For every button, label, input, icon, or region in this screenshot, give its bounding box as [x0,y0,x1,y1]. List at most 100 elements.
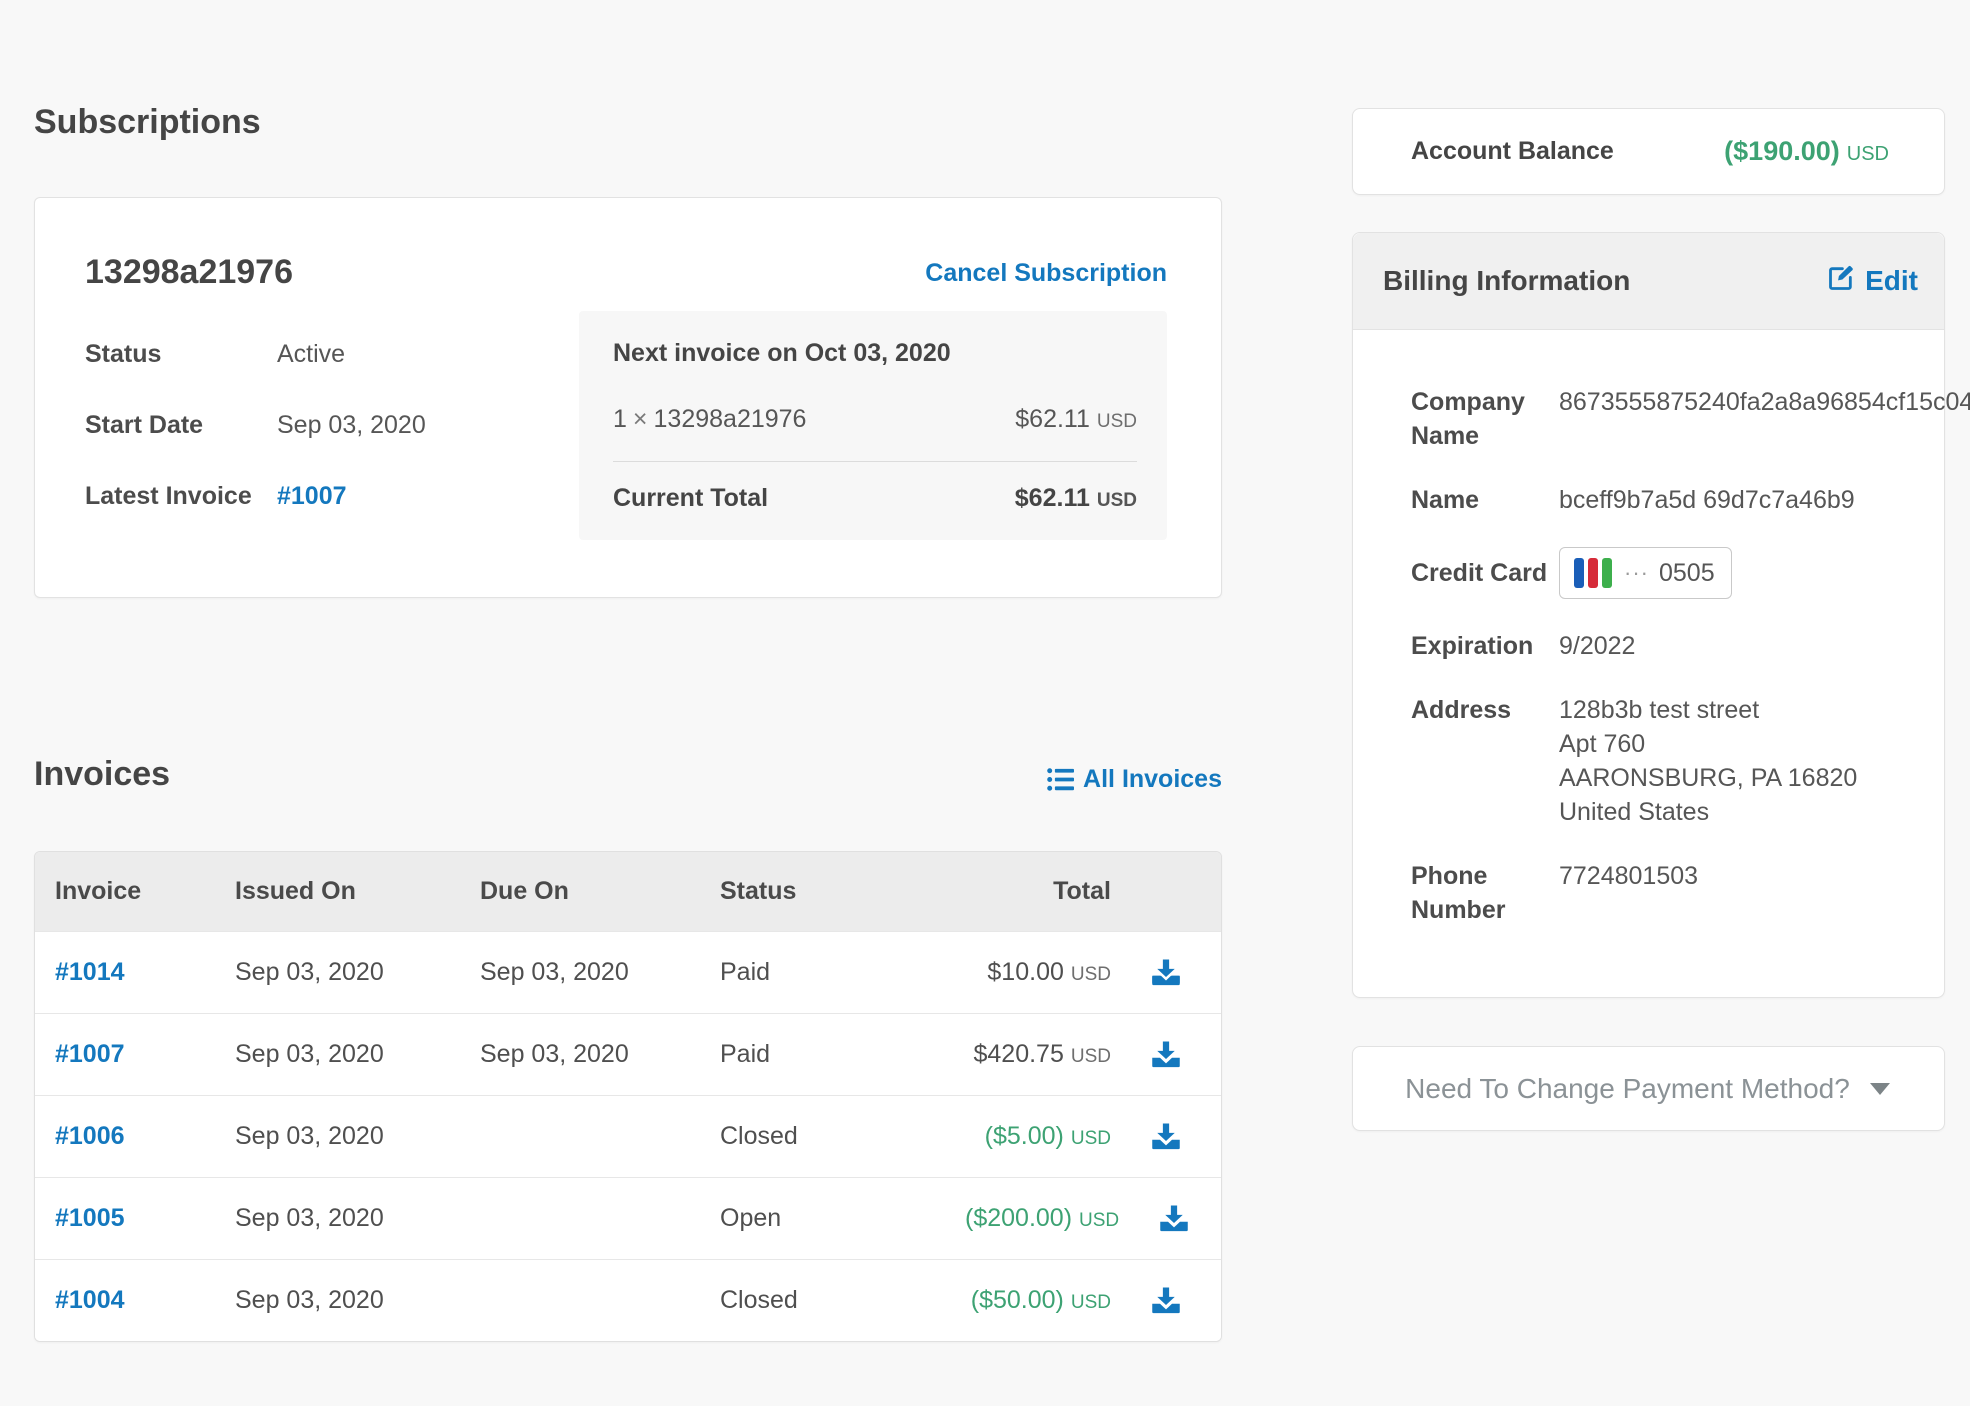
billing-information-title: Billing Information [1383,265,1631,296]
latest-invoice-link[interactable]: #1007 [277,482,347,511]
invoices-heading-row: Invoices All Invoices [34,755,1222,794]
invoice-link[interactable]: #1004 [55,1285,125,1314]
status-cell: Paid [720,957,771,986]
billing-information-body: Company Name 8673555875240fa2a8a96854cf1… [1353,330,1970,997]
list-icon [1047,767,1075,792]
total-amount: $420.75 [973,1039,1064,1068]
card-last4: 0505 [1658,559,1715,587]
total-amount: ($50.00) [970,1285,1064,1314]
col-header-invoice: Invoice [55,876,142,905]
table-row: #1007 Sep 03, 2020 Sep 03, 2020 Paid $42… [35,1012,1221,1095]
address-line-3: AARONSBURG, PA 16820 [1559,764,1858,792]
line-item-amount-value: $62.11 [1015,405,1090,434]
download-invoice-button[interactable] [1147,1118,1185,1154]
invoices-table: Invoice Issued On Due On Status Total #1… [34,850,1222,1342]
col-header-due-on: Due On [480,876,569,905]
invoice-link[interactable]: #1007 [55,1039,125,1068]
credit-card-row: Credit Card ··· 0505 [1411,547,1944,599]
line-item-amount: $62.11 USD [1015,405,1137,434]
line-item-currency: USD [1096,411,1137,433]
subscription-details: Status Active Start Date Sep 03, 2020 La… [85,340,565,511]
cancel-subscription-link[interactable]: Cancel Subscription [925,259,1167,288]
current-total-currency: USD [1096,490,1137,512]
line-item-name: 1 × 13298a21976 [613,405,806,434]
credit-card-label: Credit Card [1411,559,1548,587]
subscriptions-heading: Subscriptions [34,103,261,141]
total-currency: USD [1079,1209,1120,1231]
expiration-row: Expiration 9/2022 [1411,629,1944,663]
edit-billing-link[interactable]: Edit [1827,264,1918,299]
table-row: #1014 Sep 03, 2020 Sep 03, 2020 Paid $10… [35,930,1221,1013]
change-payment-method-label: Need To Change Payment Method? [1405,1072,1850,1104]
start-date-value: Sep 03, 2020 [277,411,426,440]
billing-information-card: Billing Information Edit Company Name 86… [1352,232,1970,998]
name-row: Name bceff9b7a5d 69d7c7a46b9 [1411,483,1944,517]
status-cell: Open [720,1203,782,1232]
account-balance-currency: USD [1846,143,1889,165]
download-icon [1151,1040,1181,1068]
phone-number-row: Phone Number 7724801503 [1411,859,1944,927]
col-header-total: Total [1053,876,1111,905]
issued-on-cell: Sep 03, 2020 [235,1285,384,1314]
invoice-link[interactable]: #1006 [55,1121,125,1150]
invoices-table-header: Invoice Issued On Due On Status Total [35,851,1221,931]
col-header-status: Status [720,876,797,905]
next-invoice-title: Next invoice on Oct 03, 2020 [613,339,951,368]
current-total-row: Current Total $62.11 USD [613,484,1137,513]
address-line-4: United States [1559,798,1710,826]
subscription-card: 13298a21976 Cancel Subscription Status A… [34,197,1222,599]
credit-card-chip: ··· 0505 [1559,547,1732,599]
total-amount: ($200.00) [965,1203,1073,1232]
issued-on-cell: Sep 03, 2020 [235,1203,384,1232]
download-icon [1151,1286,1181,1314]
total-amount: ($5.00) [984,1121,1064,1150]
total-cell: $10.00 USD [965,958,1111,987]
total-currency: USD [1070,1045,1111,1067]
status-label: Status [85,340,162,369]
status-row: Status Active [85,340,565,369]
download-invoice-button[interactable] [1147,954,1185,990]
address-row: Address 128b3b test street Apt 760 AARON… [1411,693,1944,829]
table-row: #1004 Sep 03, 2020 Closed ($50.00) USD [35,1258,1221,1341]
invoices-heading: Invoices [34,755,171,794]
due-on-cell: Sep 03, 2020 [480,1039,629,1068]
invoice-link[interactable]: #1014 [55,957,125,986]
download-invoice-button[interactable] [1147,1282,1185,1318]
current-total-label: Current Total [613,484,769,513]
current-total-amount-value: $62.11 [1014,484,1090,513]
subscription-id: 13298a21976 [85,253,294,292]
status-cell: Paid [720,1039,771,1068]
card-masked-dots: ··· [1624,560,1649,585]
download-icon [1151,958,1181,986]
company-name-row: Company Name 8673555875240fa2a8a96854cf1… [1411,385,1970,453]
multiply-sign: × [632,405,648,434]
total-amount: $10.00 [987,957,1064,986]
main-column: Subscriptions 13298a21976 Cancel Subscri… [34,0,1222,1342]
next-invoice-divider [613,461,1137,463]
total-cell: ($5.00) USD [965,1122,1111,1151]
account-balance-card: Account Balance ($190.00) USD [1352,108,1945,195]
name-value: bceff9b7a5d 69d7c7a46b9 [1559,486,1855,514]
total-cell: $420.75 USD [965,1039,1112,1069]
download-invoice-button[interactable] [1147,1036,1185,1072]
all-invoices-link[interactable]: All Invoices [1047,765,1222,794]
next-invoice-line-item: 1 × 13298a21976 $62.11 USD [613,405,1137,434]
status-cell: Closed [720,1285,798,1314]
account-balance-amount: ($190.00) USD [1724,136,1889,167]
address-value: 128b3b test street Apt 760 AARONSBURG, P… [1559,693,1857,829]
expiration-label: Expiration [1411,632,1534,660]
latest-invoice-row: Latest Invoice #1007 [85,482,565,511]
phone-number-value: 7724801503 [1559,862,1699,890]
total-currency: USD [1070,1127,1111,1149]
download-icon [1151,1122,1181,1150]
download-invoice-button[interactable] [1155,1200,1193,1236]
col-header-issued-on: Issued On [235,876,356,905]
download-icon [1159,1204,1189,1232]
invoice-link[interactable]: #1005 [55,1203,125,1232]
all-invoices-label: All Invoices [1083,764,1222,793]
name-label: Name [1411,486,1480,514]
address-line-2: Apt 760 [1559,730,1646,758]
change-payment-method-toggle[interactable]: Need To Change Payment Method? [1352,1046,1945,1131]
edit-label: Edit [1865,265,1918,296]
